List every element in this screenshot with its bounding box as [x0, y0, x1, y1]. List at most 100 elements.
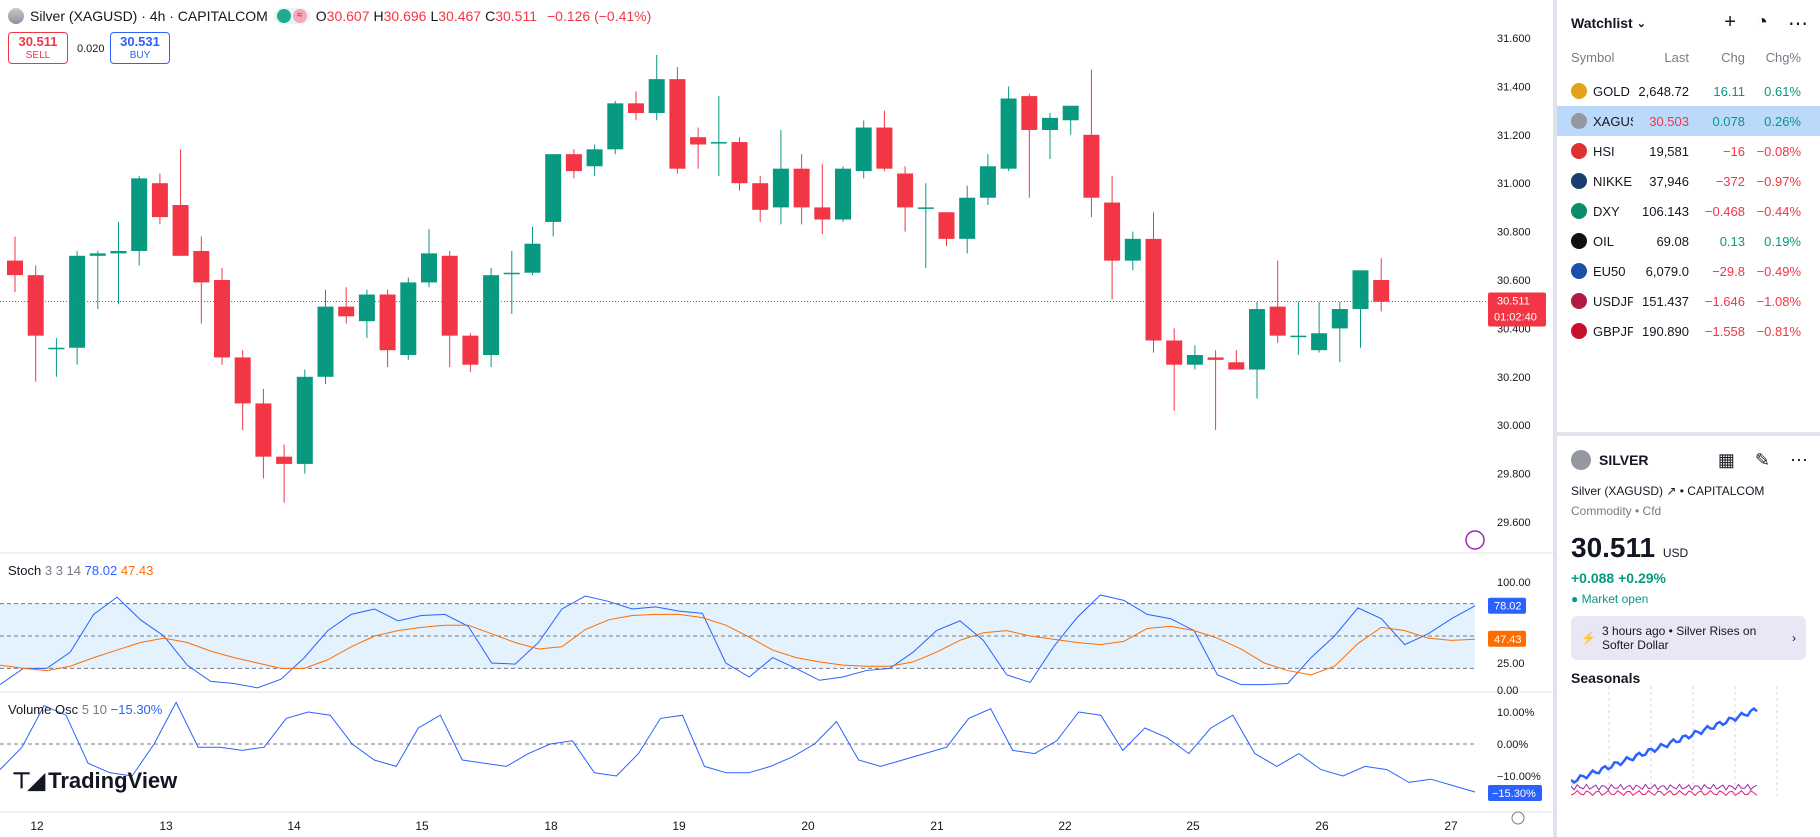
silver-icon — [1571, 113, 1587, 129]
watchlist-row[interactable]: HSI 19,581 −16 −0.08% — [1557, 136, 1820, 166]
candle-body — [1373, 280, 1390, 302]
candle-body — [193, 250, 210, 283]
dollar-icon — [1571, 203, 1587, 219]
market-status-text: Market open — [1581, 592, 1649, 606]
watchlist-row[interactable]: GBPJPY 190.890 −1.558 −0.81% — [1557, 316, 1820, 346]
symbol-title[interactable]: Silver (XAGUSD) · 4h · CAPITALCOM — [30, 8, 268, 24]
oil-drop-icon — [1571, 233, 1587, 249]
candle-body — [110, 250, 127, 254]
current-price-value: 30.511 — [1497, 296, 1530, 308]
candle-body — [462, 335, 479, 365]
watchlist-title[interactable]: Watchlist — [1571, 15, 1633, 31]
watchlist-chg: 0.13 — [1719, 233, 1745, 249]
watchlist-row[interactable]: USDJPY 151.437 −1.646 −1.08% — [1557, 286, 1820, 316]
candle-body — [234, 357, 251, 404]
more-icon[interactable]: ⋯ — [1790, 449, 1808, 470]
chart-area[interactable]: 31.600 31.400 31.200 31.000 30.800 30.600 30.4… — [0, 0, 1555, 837]
candle-body — [545, 154, 562, 222]
watchlist-sym: DXY — [1593, 203, 1620, 219]
gold-icon — [1571, 83, 1587, 99]
candle-body — [1166, 340, 1183, 365]
watchlist-sym: EU50 — [1593, 263, 1626, 279]
candle-body — [814, 207, 831, 220]
chevron-down-icon[interactable]: ⌄ — [1636, 17, 1646, 30]
sell-price: 30.511 — [18, 34, 58, 49]
candle-body — [255, 403, 272, 457]
price-axis-label: 29.600 — [1497, 517, 1531, 529]
candle-body — [1124, 238, 1141, 261]
time-axis-label: 15 — [415, 819, 429, 833]
seasonals-title[interactable]: Seasonals — [1571, 670, 1641, 686]
watchlist-chg: −29.8 — [1712, 263, 1745, 279]
candle-body — [938, 212, 955, 239]
news-card[interactable]: ⚡ 3 hours ago • Silver Rises on Softer D… — [1571, 616, 1806, 660]
watchlist-columns: Symbol Last Chg Chg% — [1557, 46, 1820, 68]
watchlist-last: 69.08 — [1656, 233, 1689, 249]
sell-button[interactable]: 30.511 SELL — [8, 32, 68, 64]
stoch-legend[interactable]: Stoch 3 3 14 78.02 47.43 — [8, 563, 153, 578]
news-time: 3 hours ago — [1601, 624, 1666, 638]
candle-body — [876, 127, 893, 169]
time-axis-label: 14 — [287, 819, 301, 833]
buy-button[interactable]: 30.531 BUY — [110, 32, 170, 64]
more-icon[interactable]: ⋯ — [1788, 12, 1808, 35]
pie-chart-icon[interactable]: ◔ — [1755, 10, 1768, 33]
col-symbol[interactable]: Symbol — [1571, 49, 1615, 65]
col-chg[interactable]: Chg — [1721, 49, 1745, 65]
watchlist-sym: HSI — [1593, 143, 1615, 159]
stoch-axis-label: 100.00 — [1497, 577, 1531, 589]
col-chgp[interactable]: Chg% — [1765, 49, 1801, 65]
add-symbol-icon[interactable]: + — [1724, 10, 1736, 33]
candle-body — [731, 142, 748, 184]
candle-body — [7, 260, 23, 276]
price-axis-label: 29.800 — [1497, 469, 1531, 481]
tradingview-logo[interactable]: ⊤◢ TradingView — [12, 768, 177, 794]
watchlist-chg: 16.11 — [1713, 83, 1745, 99]
price-axis-label: 31.400 — [1497, 81, 1531, 93]
time-axis-label: 27 — [1444, 819, 1458, 833]
market-status-pill[interactable]: ≈ — [273, 8, 310, 24]
price-axis-label: 31.000 — [1497, 178, 1531, 190]
watchlist-row[interactable]: XAGUSD 30.503 0.078 0.26% — [1557, 106, 1820, 136]
right-sidebar: Watchlist ⌄ + ◔ ⋯ Symbol Last Chg Chg% G… — [1553, 0, 1820, 837]
watchlist-chg: −0.468 — [1704, 203, 1745, 219]
volosc-tag — [1488, 784, 1542, 801]
stoch-k-value: 78.02 — [84, 563, 118, 578]
watchlist-row[interactable]: DXY 106.143 −0.468 −0.44% — [1557, 196, 1820, 226]
details-change-abs: +0.088 — [1571, 570, 1615, 586]
candle-body — [1042, 117, 1058, 130]
us-flag-icon — [1571, 293, 1587, 309]
watchlist-rows: GOLD 2,648.72 16.11 0.61% XAGUSD 30.503 0.078 0… — [1557, 76, 1820, 346]
watchlist-row[interactable]: OIL 69.08 0.13 0.19% — [1557, 226, 1820, 256]
candle-body — [172, 204, 189, 256]
external-link-icon[interactable]: ↗ — [1666, 484, 1677, 498]
price-axis-label: 31.600 — [1497, 33, 1531, 45]
seasonals-chart[interactable] — [1570, 686, 1811, 797]
candle-body — [855, 127, 872, 172]
watchlist-row[interactable]: NIKKEI 37,946 −372 −0.97% — [1557, 166, 1820, 196]
main-chart-svg[interactable]: 31.600 31.400 31.200 31.000 30.800 30.600 30.4… — [0, 0, 1555, 837]
chevron-right-icon: › — [1792, 631, 1796, 645]
watchlist-last: 2,648.72 — [1638, 83, 1689, 99]
details-exchange[interactable]: CAPITALCOM — [1687, 484, 1765, 498]
candle-body — [1249, 309, 1265, 370]
candle-body — [131, 178, 148, 251]
volosc-legend[interactable]: Volume Osc 5 10 −15.30% — [8, 702, 162, 717]
price-axis-label: 30.000 — [1497, 420, 1531, 432]
symbol-legend[interactable]: Silver (XAGUSD) · 4h · CAPITALCOM ≈ O30.… — [8, 8, 651, 24]
candle-body — [214, 280, 230, 358]
col-last[interactable]: Last — [1664, 49, 1689, 65]
grid-icon[interactable]: ▦ — [1717, 449, 1735, 470]
candle-body — [1228, 362, 1245, 370]
hsi-icon — [1571, 143, 1587, 159]
candle-body — [710, 142, 727, 144]
watchlist-row[interactable]: EU50 6,079.0 −29.8 −0.49% — [1557, 256, 1820, 286]
edit-icon[interactable]: ✎ — [1754, 449, 1770, 470]
watchlist-chg: −16 — [1722, 143, 1745, 159]
candle-body — [793, 168, 810, 208]
details-name[interactable]: Silver (XAGUSD) — [1571, 484, 1664, 498]
candle-body — [1207, 357, 1224, 360]
stoch-axis-label: 0.00 — [1497, 685, 1518, 697]
watchlist-row[interactable]: GOLD 2,648.72 16.11 0.61% — [1557, 76, 1820, 106]
watchlist-last: 151.437 — [1642, 293, 1689, 309]
